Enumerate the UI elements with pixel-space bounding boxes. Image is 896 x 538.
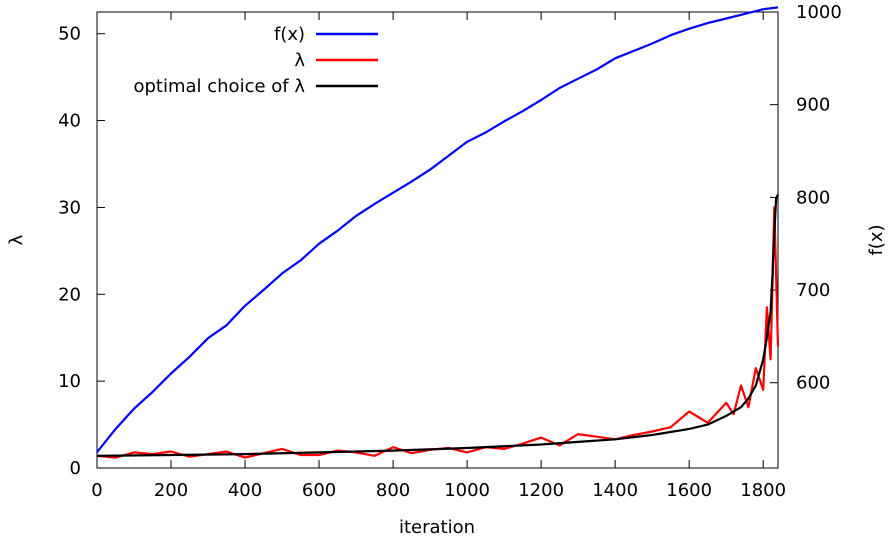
y-right-tick-label: 1000: [796, 2, 842, 23]
series-line-fx: [96, 6, 779, 453]
x-tick-label: 0: [91, 480, 102, 501]
x-tick-label: 1200: [518, 480, 564, 501]
x-tick-label: 600: [302, 480, 336, 501]
x-tick-label: 1600: [666, 480, 712, 501]
y-axis-label-left: λ: [6, 234, 27, 245]
legend-label-lambda: λ: [294, 50, 305, 71]
x-tick-label: 400: [228, 480, 262, 501]
legend: f(x) λ optimal choice of λ: [133, 24, 378, 97]
plot-frame: [96, 11, 779, 469]
y-left-tick-label: 40: [58, 111, 81, 132]
series-line-optimal: [96, 193, 780, 457]
y-left-tick-label: 10: [58, 371, 81, 392]
legend-label-fx: f(x): [274, 24, 305, 45]
series-line-lambda: [96, 206, 780, 459]
x-tick-label: 1000: [444, 480, 490, 501]
y-right-tick-label: 800: [796, 187, 830, 208]
x-tick-label: 1400: [592, 480, 638, 501]
y-right-tick-label: 900: [796, 95, 830, 116]
y-left-tick-label: 20: [58, 284, 81, 305]
series-lines: [96, 6, 780, 459]
y-axis-label-right: f(x): [866, 224, 887, 255]
x-tick-label: 200: [154, 480, 188, 501]
x-tick-label: 800: [376, 480, 410, 501]
legend-label-optimal: optimal choice of λ: [133, 76, 305, 97]
y-left-tick-label: 0: [70, 458, 81, 479]
y-right-tick-label: 700: [796, 280, 830, 301]
x-axis-label: iteration: [399, 517, 475, 538]
y-right-tick-label: 600: [796, 373, 830, 394]
y-left-tick-label: 50: [58, 24, 81, 45]
x-tick-label: 1800: [740, 480, 786, 501]
y-left-tick-label: 30: [58, 197, 81, 218]
axis-ticks: 0 200 400 600 800 1000 1200 1400 1600 1800 0 10 20 30…: [58, 2, 842, 501]
